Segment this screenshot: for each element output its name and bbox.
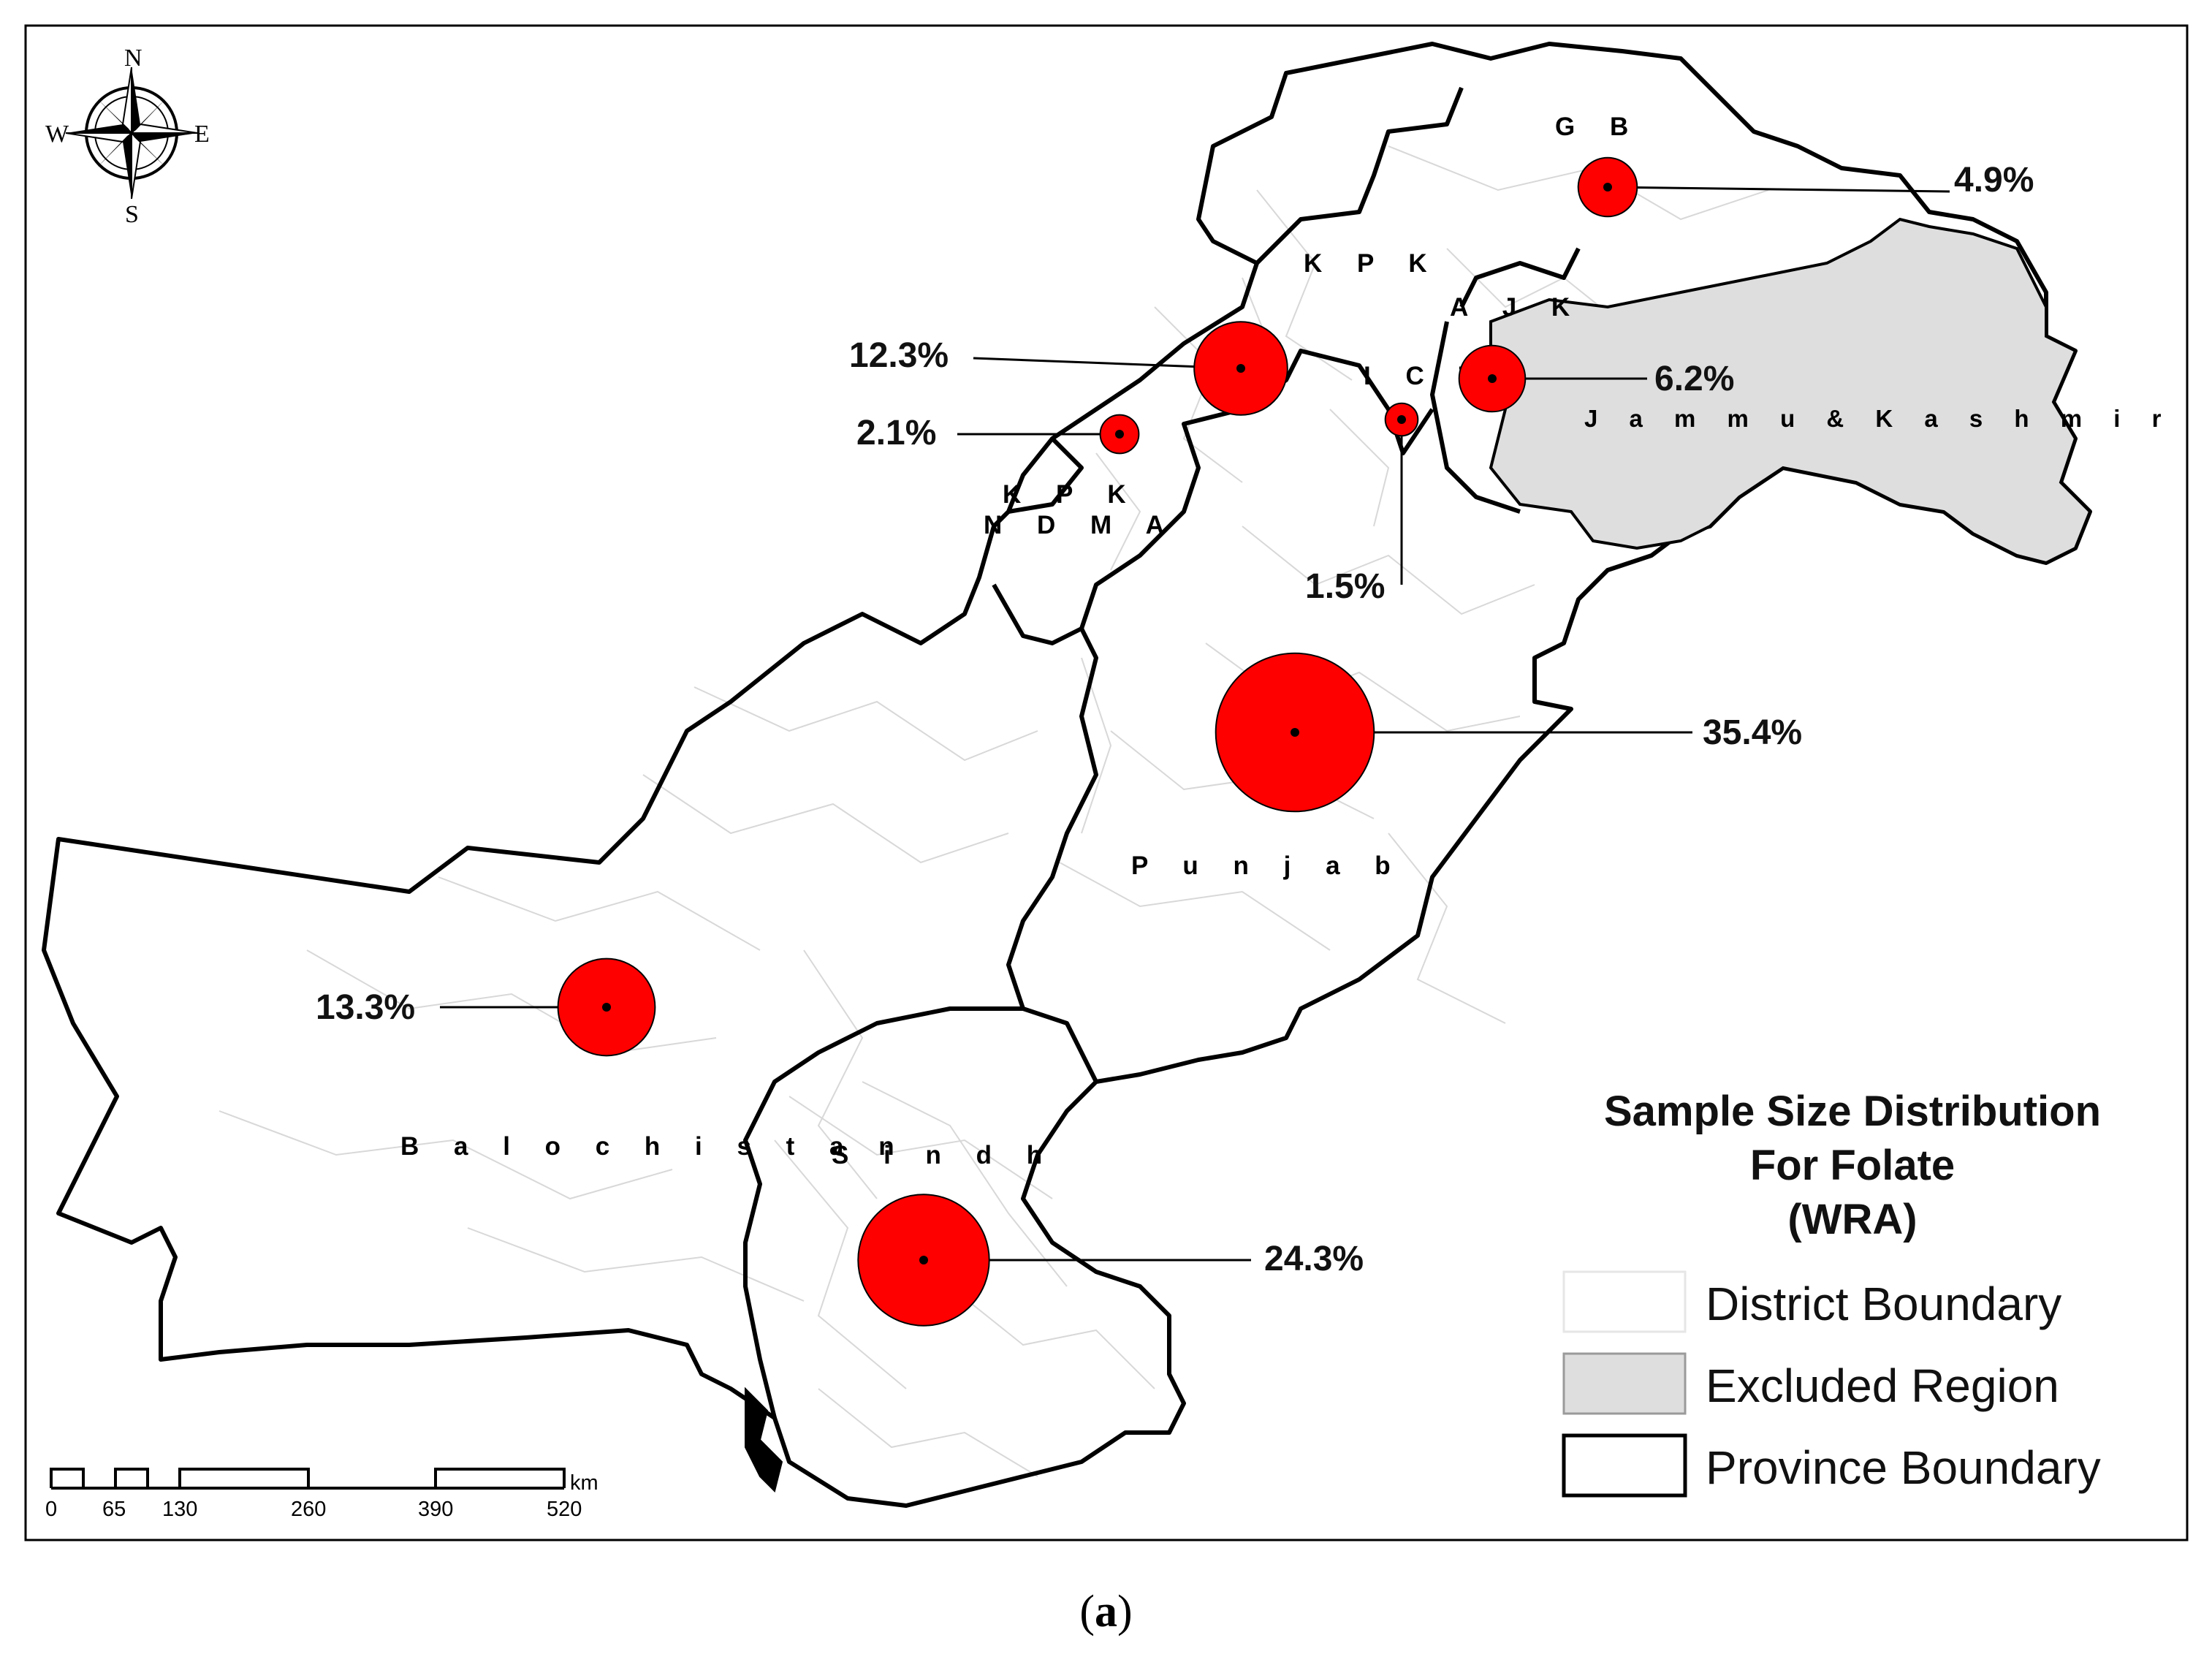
caption-open: ( [1079,1587,1095,1636]
compass-rose: N S E W [45,45,210,228]
label-gb: G B [1555,113,1642,141]
region-labels: G B K P K A J K I C T J a m m u & K a s … [400,113,2173,1169]
symbol-center-dot [602,1003,611,1012]
legend-title-line3: (WRA) [1787,1196,1917,1243]
scale-tick-520: 520 [547,1498,582,1521]
compass-n: N [124,45,142,72]
symbol-center-dot [1603,183,1612,191]
label-balochistan: B a l o c h i s t a n [400,1132,908,1161]
legend-label-province: Province Boundary [1706,1441,2101,1494]
label-kpk: K P K [1304,249,1441,278]
label-kpk-ndma-line2: N D M A [984,511,1178,539]
label-ajk: A J K [1450,293,1584,322]
scale-unit: km [570,1471,598,1495]
symbol-center-dot [1488,374,1497,383]
label-ict: I C T [1364,362,1489,390]
legend-swatch-excluded [1562,1352,1687,1415]
legend-swatch-district [1562,1270,1687,1333]
symbol-label-gb: 4.9% [1954,161,2034,200]
symbol-label-ict: 1.5% [1305,567,1385,606]
symbol-leader-line [1607,186,1950,193]
symbol-label-kpk-ndma: 2.1% [856,414,936,452]
scale-bar-labels: 0 65 130 260 390 520 km [45,1471,598,1521]
label-kpk-ndma-line1: K P K [1003,480,1140,509]
symbol-label-punjab: 35.4% [1703,713,1802,752]
legend-swatch-province [1562,1433,1687,1498]
compass-w: W [45,121,69,148]
symbol-label-balochistan: 13.3% [316,988,415,1027]
legend-label-excluded: Excluded Region [1706,1359,2059,1412]
caption-letter: a [1095,1587,1117,1636]
figure-caption: (a) [0,1586,2212,1638]
symbol-label-ajk: 6.2% [1654,360,1734,398]
symbol-center-dot [1397,415,1406,424]
scale-tick-260: 260 [291,1498,326,1521]
symbol-label-kpk: 12.3% [849,336,949,375]
legend-label-district: District Boundary [1706,1278,2061,1330]
legend: Sample Size Distribution For Folate (WRA… [1562,1088,2101,1498]
proportional-symbols: 4.9% 12.3% 2.1% 1.5% 6.2% 35.4% 13.3% 24.3% [316,156,2034,1327]
label-sindh: S i n d h [832,1141,1056,1169]
scale-tick-130: 130 [162,1498,197,1521]
symbol-label-sindh: 24.3% [1264,1240,1364,1278]
label-punjab: P u n j a b [1131,852,1405,880]
compass-e: E [194,121,210,148]
scale-tick-65: 65 [102,1498,126,1521]
symbol-center-dot [1115,430,1124,439]
scale-tick-0: 0 [45,1498,57,1521]
compass-s: S [125,201,139,228]
label-jammu-kashmir: J a m m u & K a s h m i r [1584,405,2173,432]
legend-title-line2: For Folate [1750,1142,1955,1189]
symbol-center-dot [919,1256,928,1264]
symbol-center-dot [1291,728,1299,737]
scale-bar [50,1468,566,1490]
indus-delta [745,1387,783,1493]
caption-close: ) [1117,1587,1133,1636]
legend-title-line1: Sample Size Distribution [1604,1088,2101,1135]
excluded-region-jammu-kashmir [1489,217,2092,565]
scale-tick-390: 390 [418,1498,453,1521]
symbol-center-dot [1236,364,1245,373]
